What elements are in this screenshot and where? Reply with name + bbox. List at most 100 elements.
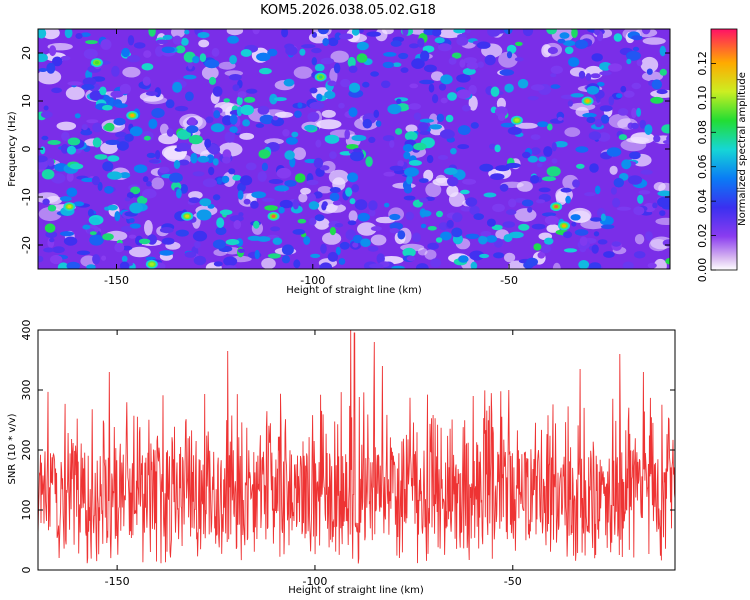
spectrogram-blob xyxy=(240,104,254,116)
spectrogram-blob xyxy=(353,148,362,153)
spectrogram-blob xyxy=(179,184,188,194)
spectrogram-low-patch xyxy=(226,29,244,36)
spectrogram-blob xyxy=(348,82,361,93)
spectrogram-blob xyxy=(653,135,661,143)
spectrogram-blob xyxy=(223,256,238,267)
spectrogram-blob xyxy=(192,171,205,177)
spectrogram-blob xyxy=(434,37,445,44)
spectrogram-blob xyxy=(419,197,428,203)
spectrogram-blob xyxy=(508,231,524,239)
spectrogram-blob xyxy=(637,194,644,204)
spectrogram-blob xyxy=(567,100,574,107)
spectrogram-blob xyxy=(365,156,373,168)
spectrogram-blob xyxy=(563,40,576,47)
spectrogram-blob xyxy=(276,167,292,179)
spectrogram-blob xyxy=(229,126,238,134)
spectrogram-blob xyxy=(608,96,615,106)
spectrogram-blob xyxy=(640,169,653,175)
spectrogram-blob xyxy=(126,192,135,199)
spectrogram-blob xyxy=(551,142,557,152)
spectrogram-blob xyxy=(60,55,71,61)
spectrogram-low-patch xyxy=(468,95,478,111)
spectrogram-blob xyxy=(440,97,448,104)
spectrogram-blob xyxy=(243,96,256,103)
spectrogram-blob xyxy=(357,212,370,222)
spectrogram-blob xyxy=(329,227,336,236)
spectrogram-low-patch xyxy=(129,246,151,258)
spectrogram-blob xyxy=(319,262,333,269)
spectrogram-blob xyxy=(324,90,336,100)
spectrogram-blob xyxy=(661,124,670,134)
spectrogram-blob xyxy=(339,33,354,40)
spectrogram-blob xyxy=(527,206,533,213)
spectrogram-low-patch xyxy=(316,119,342,130)
spectrogram-blob xyxy=(80,129,93,136)
spectrogram-blob xyxy=(503,29,513,35)
spectrogram-blob xyxy=(224,131,235,143)
spectrogram-blob xyxy=(324,134,340,144)
spectrogram-blob xyxy=(346,144,359,150)
spectrogram-blob xyxy=(584,192,596,197)
spectrogram-blob xyxy=(392,62,402,67)
spectrogram-blob xyxy=(175,45,186,54)
spectrogram-blob xyxy=(227,35,239,44)
spectrogram-blob xyxy=(297,102,303,109)
spectrogram-blob xyxy=(51,87,62,94)
spectrogram-blob xyxy=(92,122,102,133)
spectrogram-peak xyxy=(514,118,519,122)
spectrogram-blob xyxy=(121,255,128,263)
spectrogram-blob xyxy=(631,122,639,130)
spectrogram-blob xyxy=(322,38,330,46)
spectrogram-blob xyxy=(329,192,340,202)
spectrogram-blob xyxy=(212,158,219,166)
spectrogram-blob xyxy=(626,58,632,65)
snr-x-tick-label: -150 xyxy=(105,575,130,588)
spectrogram-blob xyxy=(575,146,589,153)
spectrogram-blob xyxy=(82,77,97,86)
spectrogram-blob xyxy=(237,248,245,253)
spectrogram-blob xyxy=(469,250,485,261)
spectrogram-blob xyxy=(631,35,643,41)
colorbar-tick-label: 0.10 xyxy=(696,86,709,111)
spectrogram-low-patch xyxy=(300,187,311,195)
spectrogram-blob xyxy=(487,29,501,37)
spectrogram-blob xyxy=(631,82,642,90)
spectrogram-blob xyxy=(522,29,534,37)
spectrogram-blob xyxy=(187,117,197,126)
spectrogram-blob xyxy=(47,157,55,167)
spectrogram-blob xyxy=(348,107,358,118)
spectrogram-blob xyxy=(278,206,285,214)
spectrogram-blob xyxy=(115,131,127,138)
spectrogram-low-patch xyxy=(655,217,670,225)
spectrogram-low-patch xyxy=(261,258,276,269)
spectrogram-blob xyxy=(92,137,102,148)
spectrogram-blob xyxy=(356,41,369,51)
spectrogram-blob xyxy=(159,227,174,234)
spectrogram-blob xyxy=(639,119,647,129)
spectrogram-blob xyxy=(564,46,574,55)
spectrogram-blob xyxy=(180,37,189,46)
spectrogram-blob xyxy=(541,176,557,182)
spectrogram-blob xyxy=(166,128,174,137)
spectrogram-low-patch xyxy=(642,71,663,82)
spectrogram-blob xyxy=(158,166,170,174)
spectrogram-low-patch xyxy=(38,206,62,222)
spectrogram-blob xyxy=(210,123,225,133)
spectrogram-blob xyxy=(223,265,237,269)
spectrogram-low-patch xyxy=(293,66,313,79)
spectrogram-blob xyxy=(505,162,521,169)
spectrogram-blob xyxy=(632,46,640,52)
spectrogram-blob xyxy=(563,231,573,239)
spectrogram-blob xyxy=(450,148,457,155)
spectrogram-low-patch xyxy=(159,123,169,136)
spectrogram-blob xyxy=(85,69,93,80)
spectrogram-blob xyxy=(402,247,416,258)
spectrogram-blob xyxy=(155,39,168,45)
spectrogram-blob xyxy=(546,29,557,35)
spectrogram-blob xyxy=(502,221,515,228)
spectrogram-blob xyxy=(264,205,278,211)
spectrogram-blob xyxy=(582,112,597,118)
spectrogram-blob xyxy=(185,91,194,102)
spectrogram-blob xyxy=(246,88,258,94)
spectrogram-blob xyxy=(381,80,391,89)
